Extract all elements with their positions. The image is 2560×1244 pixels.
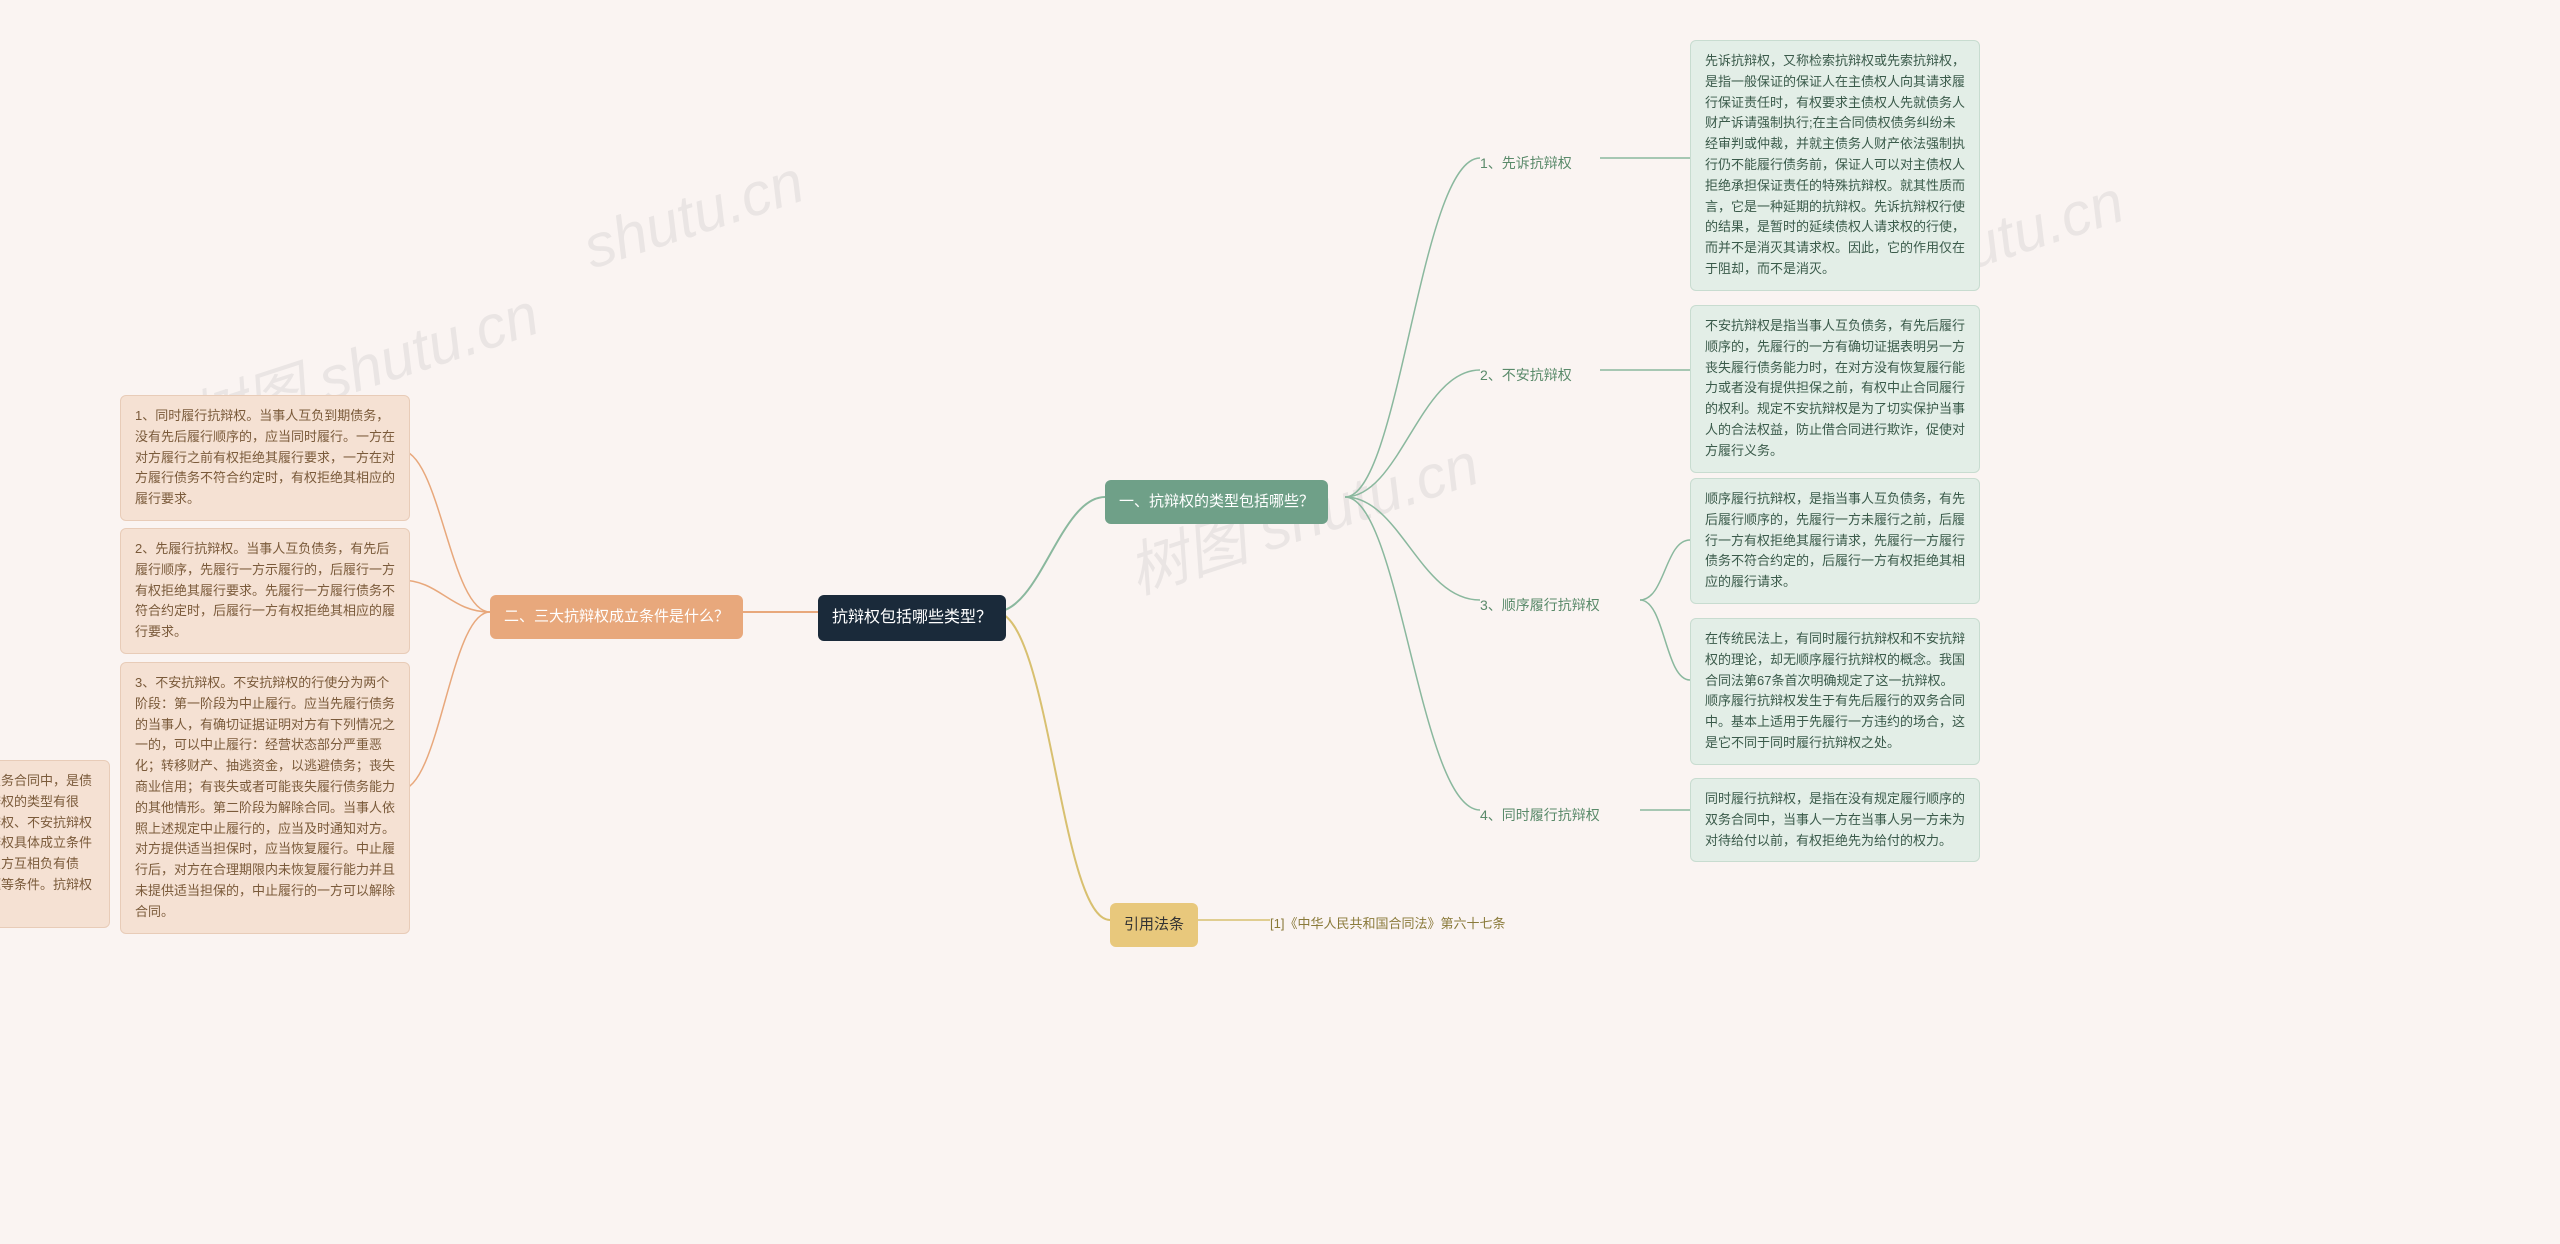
section-conditions[interactable]: 二、三大抗辩权成立条件是什么？ [490,595,743,639]
item-label-tongshi[interactable]: 4、同时履行抗辩权 [1480,800,1600,830]
item-label-xiansu[interactable]: 1、先诉抗辩权 [1480,148,1572,178]
desc-buan: 不安抗辩权是指当事人互负债务，有先后履行顺序的，先履行的一方有确切证据表明另一方… [1690,305,1980,473]
item-label-shunxu[interactable]: 3、顺序履行抗辩权 [1480,590,1600,620]
cond-2: 2、先履行抗辩权。当事人互负债务，有先后履行顺序，先履行一方示履行的，后履行一方… [120,528,410,654]
desc-tongshi: 同时履行抗辩权，是指在没有规定履行顺序的双务合同中，当事人一方在当事人另一方未为… [1690,778,1980,862]
root-node[interactable]: 抗辩权包括哪些类型？ [818,595,1006,641]
desc-shunxu-2: 在传统民法上，有同时履行抗辩权和不安抗辩权的理论，却无顺序履行抗辩权的概念。我国… [1690,618,1980,765]
summary: 由此可见，抗辩权存在于双务合同中，是债务人享有的基本权利。抗辩权的类型有很多，主… [0,760,110,928]
cond-3: 3、不安抗辩权。不安抗辩权的行使分为两个阶段：第一阶段为中止履行。应当先履行债务… [120,662,410,934]
item-label-buan[interactable]: 2、不安抗辩权 [1480,360,1572,390]
watermark: shutu.cn [575,147,812,283]
section-types[interactable]: 一、抗辩权的类型包括哪些？ [1105,480,1328,524]
desc-xiansu: 先诉抗辩权，又称检索抗辩权或先索抗辩权，是指一般保证的保证人在主债权人向其请求履… [1690,40,1980,291]
cond-1: 1、同时履行抗辩权。当事人互负到期债务，没有先后履行顺序的，应当同时履行。一方在… [120,395,410,521]
desc-shunxu-1: 顺序履行抗辩权，是指当事人互负债务，有先后履行顺序的，先履行一方未履行之前，后履… [1690,478,1980,604]
citation-text: [1]《中华人民共和国合同法》第六十七条 [1270,910,1505,939]
section-citation[interactable]: 引用法条 [1110,903,1198,947]
